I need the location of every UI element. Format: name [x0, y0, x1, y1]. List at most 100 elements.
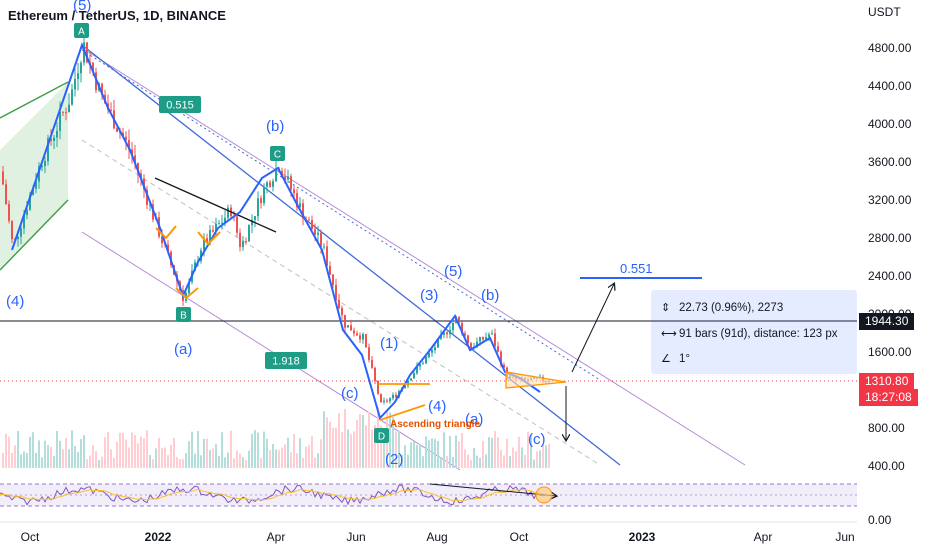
price-tick-label: 2800.00	[868, 231, 912, 245]
volume-bar	[17, 430, 19, 468]
pivot-badge-c[interactable]: C	[270, 146, 285, 161]
purple-channel-mid-dashed	[81, 139, 601, 466]
volume-bar	[461, 432, 463, 468]
time-tick-label: Oct	[510, 530, 529, 544]
volume-bar	[140, 436, 142, 468]
volume-bar	[269, 450, 271, 468]
candle-body	[167, 244, 169, 252]
candle-body	[83, 42, 85, 63]
fib-label-0515[interactable]: 0.515	[159, 96, 201, 113]
time-tick-label: 2022	[145, 530, 172, 544]
volume-bar	[251, 433, 253, 468]
candle-body	[128, 140, 130, 150]
candle-body	[368, 347, 370, 360]
volume-bar	[518, 436, 520, 468]
volume-bar	[530, 435, 532, 468]
candle-body	[218, 223, 220, 225]
candle-body	[335, 285, 337, 300]
volume-bar	[437, 440, 439, 468]
green-channel-line-bottom	[0, 199, 69, 271]
volume-bar	[407, 454, 409, 468]
candle-body	[266, 182, 268, 187]
candlestick-series	[2, 30, 550, 405]
candle-body	[296, 193, 298, 208]
volume-bar	[188, 441, 190, 468]
candle-body	[242, 241, 244, 248]
volume-bar	[491, 438, 493, 468]
volume-bar	[356, 420, 358, 468]
candle-body	[287, 176, 289, 180]
wave-label-c-mid: (c)	[341, 385, 359, 402]
volume-bar	[113, 457, 115, 468]
wave-label-1: (1)	[380, 335, 398, 352]
volume-bar	[527, 431, 529, 468]
orange-v-mark-1	[155, 225, 177, 240]
candle-body	[257, 198, 259, 217]
volume-bar	[95, 451, 97, 468]
candle-body	[101, 83, 103, 95]
candle-body	[74, 79, 76, 90]
candle-body	[491, 333, 493, 335]
volume-bar	[488, 437, 490, 468]
volume-bar	[278, 450, 280, 468]
candle-body	[389, 398, 391, 402]
volume-bar	[329, 421, 331, 468]
volume-bar	[134, 435, 136, 468]
measure-bars-text: 91 bars (91d), distance: 123 px	[679, 328, 838, 340]
candle-body	[209, 229, 211, 243]
volume-bar	[434, 438, 436, 468]
volume-bar	[50, 446, 52, 468]
candle-body	[5, 184, 7, 205]
volume-bar	[215, 444, 217, 468]
volume-bar	[125, 439, 127, 468]
candle-body	[482, 336, 484, 340]
volume-bar	[92, 445, 94, 468]
pivot-badge-d[interactable]: D	[374, 428, 389, 443]
volume-bar	[335, 427, 337, 468]
rsi-divergence-line	[429, 483, 556, 496]
volume-bar	[224, 457, 226, 468]
candle-body	[17, 236, 19, 240]
elliott-wave-path	[11, 42, 541, 420]
candle-body	[35, 181, 37, 189]
price-tick-label: 4400.00	[868, 79, 912, 93]
time-tick-label: Apr	[267, 530, 286, 544]
price-tick-label: 3600.00	[868, 155, 912, 169]
purple-channel-lower	[81, 231, 461, 471]
candle-body	[302, 203, 304, 219]
volume-bar	[200, 455, 202, 468]
candle-body	[479, 336, 481, 342]
price-tick-label: 400.00	[868, 459, 905, 473]
ascending-triangle-bottom	[379, 404, 426, 421]
candle-body	[500, 351, 502, 365]
volume-bar	[11, 452, 13, 468]
volume-bar	[122, 433, 124, 468]
candle-body	[461, 322, 463, 334]
pivot-badge-b[interactable]: B	[176, 307, 191, 322]
candle-body	[77, 73, 79, 80]
candle-body	[386, 400, 388, 402]
candle-body	[413, 373, 415, 379]
volume-bar	[197, 431, 199, 468]
volume-bar	[416, 444, 418, 468]
volume-bar	[515, 451, 517, 468]
measure-tool-box[interactable]: ⇕ 22.73 (0.96%), 2273 ⟷ 91 bars (91d), dis…	[651, 290, 857, 374]
volume-bar	[155, 448, 157, 468]
wave-label-5-right: (5)	[444, 263, 462, 280]
fib-label-1918[interactable]: 1.918	[265, 352, 307, 369]
candle-body	[392, 394, 394, 399]
price-tick-label: 4800.00	[868, 41, 912, 55]
candle-body	[92, 62, 94, 73]
pivot-badge-a[interactable]: A	[74, 23, 89, 38]
candle-body	[446, 332, 448, 335]
candle-body	[377, 381, 379, 394]
candle-body	[485, 337, 487, 340]
volume-bar	[173, 437, 175, 468]
time-tick-label: Aug	[426, 530, 447, 544]
measure-bars-row: ⟷ 91 bars (91d), distance: 123 px	[661, 327, 838, 340]
volume-bar	[425, 436, 427, 468]
volume-bar	[68, 449, 70, 468]
candle-body	[125, 136, 127, 141]
volume-bar	[236, 450, 238, 468]
